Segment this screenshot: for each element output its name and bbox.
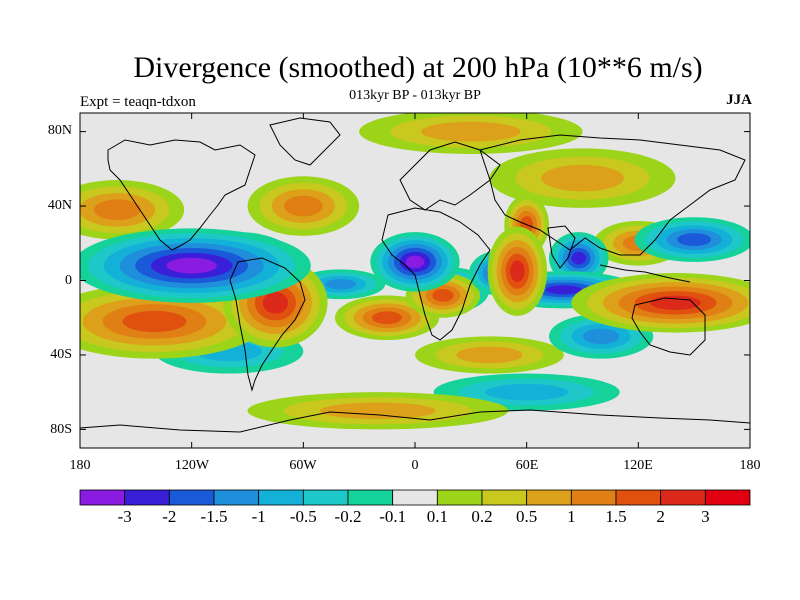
coastline-india (547, 225, 576, 269)
west-africa-divergence-level-4 (432, 289, 454, 302)
colorbar-label-5: -0.2 (334, 507, 362, 526)
east-africa-divergence-level-5 (510, 260, 525, 283)
colorbar-label-4: -0.5 (289, 507, 317, 526)
colorbar-swatch-11 (570, 489, 617, 506)
colorbar-label-0: -3 (117, 507, 132, 526)
colorbar-label-13: 3 (701, 507, 710, 526)
colorbar-label-8: 0.2 (471, 507, 493, 526)
lon-label-120w: 120W (174, 458, 210, 473)
coastline-indonesia (599, 264, 691, 283)
north-atlantic-divergence-level-3 (283, 195, 323, 217)
southern-ocean-divergence-level-2 (319, 402, 436, 420)
coastline-antarctica (80, 409, 750, 433)
atlantic-divergence-level-4 (372, 311, 402, 325)
colorbar-swatch-9 (481, 489, 528, 506)
coastline-africa (381, 207, 491, 341)
lon-label-180w: 180 (69, 458, 91, 473)
colorbar-swatch-7 (392, 489, 438, 506)
coastline-north-america (107, 139, 256, 251)
colorbar-swatch-1 (124, 489, 170, 506)
plot-subtitle: 013kyr BP - 013kyr BP (349, 88, 481, 103)
colorbar-label-1: -2 (162, 507, 177, 526)
lon-label-60e: 60E (515, 458, 539, 473)
lon-label-0: 0 (411, 458, 419, 473)
north-pacific-divergence-level-3 (93, 199, 141, 221)
south-pacific-divergence-level-4 (122, 310, 187, 333)
coastline-greenland (269, 117, 341, 166)
maritime-continent-divergence-level-5 (650, 295, 701, 311)
north-pacific-convergence-level-4 (677, 233, 712, 246)
colorbar-label-12: 2 (656, 507, 665, 526)
plot-title: Divergence (smoothed) at 200 hPa (10**6 … (133, 51, 703, 84)
colorbar-label-10: 1 (567, 507, 576, 526)
southern-ocean-convergence-level-2 (485, 383, 569, 401)
north-africa-convergence-level-6 (405, 255, 425, 269)
experiment-label: Expt = teaqn-tdxon (80, 94, 196, 110)
colorbar-label-3: -1 (251, 507, 266, 526)
lon-label-180e: 180 (739, 458, 761, 473)
colorbar-label-9: 0.5 (516, 507, 538, 526)
colorbar-label-6: -0.1 (379, 507, 407, 526)
lat-label-80s: 80S (50, 422, 72, 437)
colorbar-swatch-8 (436, 489, 483, 506)
south-america-divergence-level-5 (262, 292, 289, 314)
colorbar-swatch-12 (615, 489, 662, 506)
lat-label-80n: 80N (47, 123, 72, 138)
coastline-asia (479, 134, 746, 256)
south-indian-divergence-level-2 (456, 346, 523, 364)
colorbar-swatch-3 (213, 489, 260, 506)
lon-label-120e: 120E (623, 458, 653, 473)
indian-ocean-convergence-level-5 (545, 285, 582, 295)
colorbar-swatch-10 (526, 489, 572, 506)
colorbar-swatch-4 (258, 489, 304, 506)
indian-ocean-south-convergence-level-3 (582, 328, 620, 345)
colorbar-swatch-13 (660, 489, 706, 506)
lat-label-40n: 40N (47, 198, 72, 213)
north-asia-divergence-level-2 (541, 164, 624, 192)
bay-of-bengal-convergence-level-5 (571, 251, 586, 265)
colorbar-swatch-0 (79, 489, 126, 506)
lat-label-0: 0 (65, 273, 72, 288)
colorbar-label-7: 0.1 (426, 507, 448, 526)
east-pacific-convergence-level-6 (166, 257, 217, 274)
colorbar-swatch-2 (168, 489, 215, 506)
lat-label-40s: 40S (50, 347, 72, 362)
season-label: JJA (726, 92, 752, 108)
colorbar-swatch-6 (347, 489, 394, 506)
coastline-australia (631, 297, 706, 356)
arctic-divergence-level-2 (421, 121, 521, 142)
lon-label-60w: 60W (289, 458, 317, 473)
atlantic-tropical-convergence-level-3 (325, 279, 357, 290)
coastline-south-america (229, 257, 306, 392)
colorbar-label-11: 1.5 (605, 507, 627, 526)
colorbar-label-2: -1.5 (200, 507, 228, 526)
colorbar-swatch-5 (302, 489, 349, 506)
colorbar-swatch-14 (704, 489, 751, 506)
